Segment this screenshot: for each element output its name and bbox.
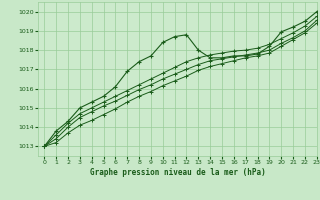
X-axis label: Graphe pression niveau de la mer (hPa): Graphe pression niveau de la mer (hPa): [90, 168, 266, 177]
